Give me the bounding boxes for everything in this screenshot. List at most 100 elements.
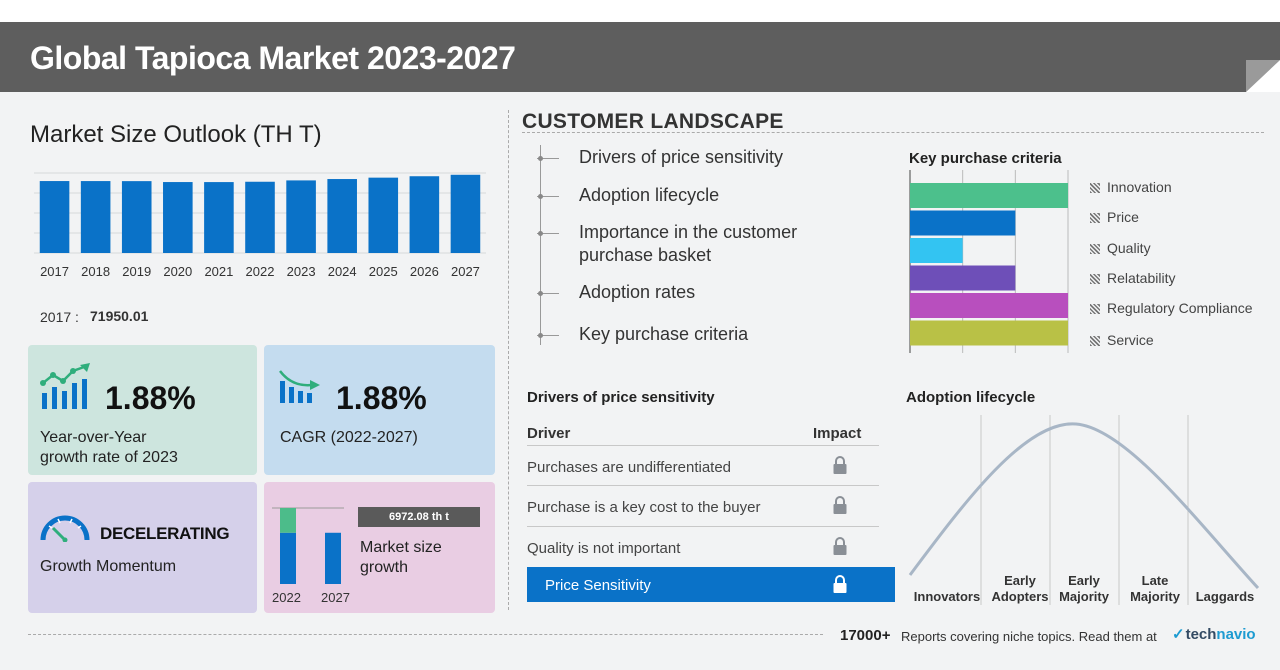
adoption-stage-text: Majority bbox=[1059, 589, 1109, 604]
growth-year-end: 2027 bbox=[321, 590, 350, 605]
cagr-label: CAGR (2022-2027) bbox=[280, 429, 418, 446]
kpc-bar-innovation bbox=[910, 183, 1068, 208]
yoy-value: 1.88% bbox=[105, 380, 196, 416]
kpc-bar-regulatory-compliance bbox=[910, 293, 1068, 318]
legend-item: Regulatory Compliance bbox=[1090, 300, 1253, 316]
bar-2022 bbox=[245, 181, 275, 253]
drivers-col-impact: Impact bbox=[813, 425, 862, 442]
adoption-stage-text: Majority bbox=[1130, 589, 1180, 604]
base-year-value: 71950.01 bbox=[90, 308, 149, 324]
kpc-chart bbox=[909, 170, 1069, 353]
market-growth-card: 6972.08 th t Market size growth 2022 202… bbox=[264, 482, 495, 613]
bar-2024 bbox=[327, 179, 357, 253]
growth-label-line2: growth bbox=[360, 559, 409, 576]
tick-label: 2022 bbox=[246, 264, 275, 279]
price-sensitivity-label: Price Sensitivity bbox=[545, 577, 651, 594]
drivers-col-driver: Driver bbox=[527, 425, 571, 442]
kpc-title: Key purchase criteria bbox=[909, 150, 1062, 167]
market-size-title: Market Size Outlook (TH T) bbox=[30, 121, 322, 148]
adoption-stage-late-majority: Late Majority bbox=[1124, 573, 1186, 605]
legend-label: Relatability bbox=[1107, 270, 1176, 286]
adoption-stage-laggards: Laggards bbox=[1192, 589, 1258, 605]
table-row: Purchases are undifferentiated bbox=[527, 445, 879, 483]
technavio-mark-icon: ✓ bbox=[1172, 626, 1185, 643]
legend-item: Relatability bbox=[1090, 270, 1175, 286]
growth-label-line1: Market size bbox=[360, 539, 442, 556]
customer-landscape-title: CUSTOMER LANDSCAPE bbox=[522, 110, 784, 133]
driver-text: Quality is not important bbox=[527, 540, 681, 557]
bar-2018 bbox=[80, 181, 111, 253]
header-bar: Global Tapioca Market 2023-2027 bbox=[0, 22, 1280, 92]
landscape-tick bbox=[537, 233, 559, 234]
bar-2027 bbox=[450, 174, 481, 253]
legend-label: Quality bbox=[1107, 240, 1151, 256]
growth-badge: 6972.08 th t bbox=[358, 507, 480, 527]
legend-swatch-icon bbox=[1090, 244, 1100, 254]
landscape-item: Adoption rates bbox=[579, 281, 695, 304]
brand-suffix: navio bbox=[1216, 626, 1256, 643]
landscape-tick bbox=[537, 335, 559, 336]
landscape-item-line: Adoption rates bbox=[579, 282, 696, 302]
legend-item: Innovation bbox=[1090, 179, 1172, 195]
growth-chart-icon bbox=[40, 363, 90, 409]
lock-icon bbox=[833, 575, 847, 593]
cagr-value: 1.88% bbox=[336, 380, 427, 416]
momentum-label: Growth Momentum bbox=[40, 558, 177, 575]
legend-item: Service bbox=[1090, 332, 1154, 348]
yoy-label-line1: Year-over-Year bbox=[40, 429, 147, 446]
vertical-divider bbox=[508, 110, 509, 610]
legend-item: Price bbox=[1090, 209, 1139, 225]
tick-label: 2026 bbox=[410, 264, 439, 279]
kpc-bar-price bbox=[910, 210, 1016, 236]
tick-label: 2021 bbox=[204, 264, 233, 279]
bar-2023 bbox=[286, 180, 316, 253]
customer-landscape-rule bbox=[522, 132, 1264, 133]
tick-label: 2018 bbox=[81, 264, 110, 279]
footer-text: Reports covering niche topics. Read them… bbox=[901, 629, 1157, 644]
bar-2026 bbox=[409, 176, 440, 253]
legend-swatch-icon bbox=[1090, 336, 1100, 346]
adoption-title: Adoption lifecycle bbox=[906, 389, 1036, 406]
landscape-dot bbox=[538, 291, 543, 296]
momentum-card: DECELERATING Growth Momentum bbox=[28, 482, 257, 613]
tick-label: 2020 bbox=[163, 264, 192, 279]
growth-badge-text: 6972.08 th t bbox=[389, 511, 449, 523]
technavio-logo[interactable]: ✓technavio bbox=[1172, 625, 1256, 643]
adoption-stage-early-adopters: Early Adopters bbox=[986, 573, 1054, 605]
bar-2019 bbox=[121, 181, 152, 253]
cagr-card: 1.88% CAGR (2022-2027) bbox=[264, 345, 495, 475]
landscape-tick bbox=[537, 196, 559, 197]
adoption-stage-text: Early bbox=[1004, 573, 1036, 588]
top-strip bbox=[0, 0, 1280, 22]
tick-label: 2024 bbox=[328, 264, 357, 279]
bar-2022 bbox=[280, 532, 296, 584]
tick-label: 2023 bbox=[287, 264, 316, 279]
adoption-stage-text: Laggards bbox=[1195, 589, 1255, 604]
price-sensitivity-row[interactable]: Price Sensitivity bbox=[527, 567, 895, 602]
page-fold bbox=[1246, 60, 1280, 92]
bar-2025 bbox=[368, 177, 399, 253]
bar-2020 bbox=[163, 182, 193, 253]
market-growth-chart bbox=[272, 507, 344, 584]
adoption-stage-early-majority: Early Majority bbox=[1053, 573, 1115, 605]
adoption-stage-text: Late bbox=[1141, 573, 1169, 588]
legend-label: Service bbox=[1107, 332, 1154, 348]
brand-prefix: tech bbox=[1185, 626, 1217, 643]
lock-icon bbox=[833, 537, 847, 555]
landscape-dot bbox=[538, 231, 543, 236]
legend-swatch-icon bbox=[1090, 213, 1100, 223]
tick-label: 2017 bbox=[40, 264, 69, 279]
landscape-item: Key purchase criteria bbox=[579, 323, 748, 346]
base-year-label: 2017 : bbox=[40, 309, 79, 325]
landscape-item-line: Importance in the customer bbox=[579, 222, 798, 242]
bar-2021 bbox=[204, 182, 234, 253]
momentum-value: DECELERATING bbox=[100, 524, 230, 543]
page-title: Global Tapioca Market 2023-2027 bbox=[30, 40, 516, 76]
market-size-chart: 2017 2018 2019 2020 2021 2022 2023 2024 2025 2026… bbox=[34, 172, 486, 279]
footer-report-count: 17000+ bbox=[840, 627, 891, 644]
landscape-dot bbox=[538, 194, 543, 199]
adoption-curve bbox=[908, 415, 1260, 605]
table-row: Quality is not important bbox=[527, 526, 879, 564]
legend-item: Quality bbox=[1090, 240, 1151, 256]
tick-label: 2019 bbox=[122, 264, 151, 279]
